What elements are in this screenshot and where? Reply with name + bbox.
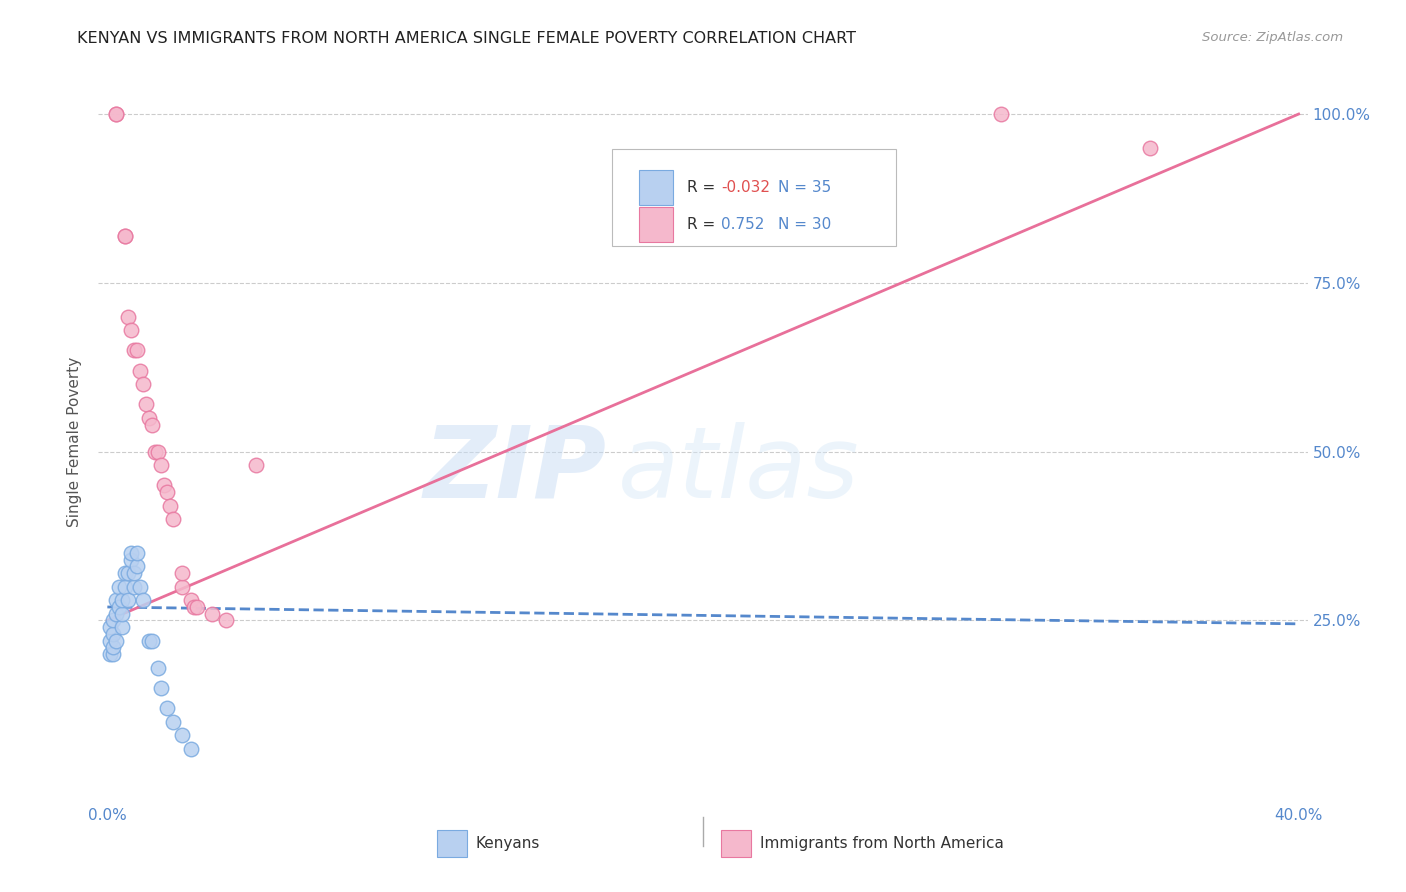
FancyBboxPatch shape — [437, 830, 467, 857]
Point — [180, 741, 202, 756]
Point — [129, 580, 152, 594]
Point — [122, 566, 145, 581]
Point — [186, 599, 208, 614]
Point — [200, 607, 222, 621]
FancyBboxPatch shape — [638, 207, 673, 242]
Point — [162, 714, 184, 729]
Point — [111, 607, 134, 621]
Point — [120, 552, 142, 566]
Point — [132, 593, 155, 607]
Point — [183, 599, 205, 614]
Point — [162, 512, 184, 526]
Point — [141, 633, 163, 648]
Point — [122, 343, 145, 358]
Text: KENYAN VS IMMIGRANTS FROM NORTH AMERICA SINGLE FEMALE POVERTY CORRELATION CHART: KENYAN VS IMMIGRANTS FROM NORTH AMERICA … — [77, 31, 856, 46]
Point — [146, 661, 169, 675]
Point — [127, 343, 149, 358]
Point — [105, 607, 128, 621]
Point — [105, 593, 128, 607]
Point — [135, 397, 157, 411]
Point — [114, 566, 136, 581]
Point — [159, 499, 181, 513]
Point — [170, 566, 193, 581]
Point — [105, 633, 128, 648]
Point — [105, 107, 128, 121]
Point — [990, 107, 1012, 121]
Text: R =: R = — [688, 217, 725, 232]
Text: N = 30: N = 30 — [778, 217, 831, 232]
Point — [108, 599, 131, 614]
Point — [122, 580, 145, 594]
Point — [215, 614, 238, 628]
Point — [114, 580, 136, 594]
Point — [98, 620, 121, 634]
Point — [132, 377, 155, 392]
Point — [103, 647, 125, 661]
Text: atlas: atlas — [619, 422, 860, 519]
Point — [117, 566, 139, 581]
Point — [170, 580, 193, 594]
Point — [138, 633, 160, 648]
Point — [129, 364, 152, 378]
Point — [111, 593, 134, 607]
Text: Kenyans: Kenyans — [475, 836, 540, 851]
Point — [156, 701, 179, 715]
Point — [108, 580, 131, 594]
Point — [103, 640, 125, 655]
Point — [180, 593, 202, 607]
Point — [127, 559, 149, 574]
FancyBboxPatch shape — [613, 149, 897, 246]
Point — [127, 546, 149, 560]
Point — [149, 458, 172, 472]
Text: Source: ZipAtlas.com: Source: ZipAtlas.com — [1202, 31, 1343, 45]
Point — [170, 728, 193, 742]
Point — [153, 478, 176, 492]
Point — [103, 614, 125, 628]
Point — [149, 681, 172, 695]
Point — [111, 620, 134, 634]
Point — [117, 593, 139, 607]
Point — [146, 444, 169, 458]
Point — [98, 633, 121, 648]
Text: ZIP: ZIP — [423, 422, 606, 519]
FancyBboxPatch shape — [721, 830, 751, 857]
Point — [105, 107, 128, 121]
Point — [138, 411, 160, 425]
Y-axis label: Single Female Poverty: Single Female Poverty — [67, 357, 83, 526]
Point — [141, 417, 163, 432]
Point — [103, 627, 125, 641]
Point — [114, 228, 136, 243]
Text: 0.752: 0.752 — [721, 217, 765, 232]
Point — [114, 228, 136, 243]
Point — [98, 647, 121, 661]
Text: R =: R = — [688, 180, 720, 195]
Point — [156, 485, 179, 500]
Point — [120, 546, 142, 560]
Point — [1139, 141, 1161, 155]
Point — [120, 323, 142, 337]
Point — [143, 444, 166, 458]
Text: -0.032: -0.032 — [721, 180, 770, 195]
Text: Immigrants from North America: Immigrants from North America — [759, 836, 1004, 851]
Text: N = 35: N = 35 — [778, 180, 831, 195]
FancyBboxPatch shape — [638, 170, 673, 205]
Point — [245, 458, 267, 472]
Point — [117, 310, 139, 324]
